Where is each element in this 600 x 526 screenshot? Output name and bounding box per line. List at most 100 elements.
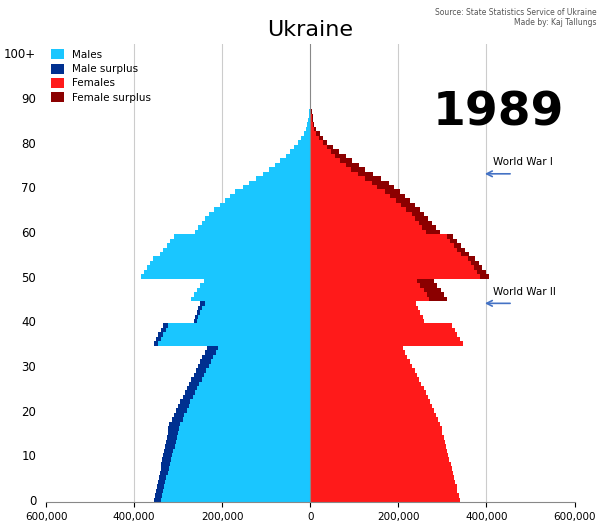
Bar xyxy=(310,114,311,118)
Bar xyxy=(310,252,461,257)
Bar xyxy=(454,243,461,248)
Title: Ukraine: Ukraine xyxy=(267,20,353,40)
Bar xyxy=(310,332,457,337)
Bar xyxy=(335,154,346,158)
Bar xyxy=(310,171,358,176)
Bar xyxy=(158,480,166,484)
Bar xyxy=(161,337,310,341)
Bar xyxy=(424,288,440,292)
Bar xyxy=(160,471,167,476)
Bar xyxy=(467,257,475,261)
Bar xyxy=(310,399,430,404)
Bar xyxy=(310,462,451,467)
Bar xyxy=(161,467,169,471)
Bar xyxy=(215,350,310,355)
Bar xyxy=(164,449,173,453)
Bar xyxy=(310,167,351,171)
Bar xyxy=(209,363,310,368)
Bar xyxy=(172,453,310,458)
Bar xyxy=(310,279,417,283)
Bar xyxy=(200,310,310,315)
Bar xyxy=(170,462,310,467)
Bar xyxy=(310,176,365,180)
Bar xyxy=(372,180,389,185)
Bar xyxy=(396,198,410,203)
Bar xyxy=(310,257,467,261)
Bar xyxy=(214,355,310,359)
Bar xyxy=(141,275,310,279)
Bar xyxy=(310,140,323,145)
Bar xyxy=(166,328,310,332)
Bar xyxy=(275,163,310,167)
Bar xyxy=(161,498,310,502)
Bar xyxy=(451,239,457,243)
Text: Source: State Statistics Service of Ukraine
Made by: Kaj Tallungs: Source: State Statistics Service of Ukra… xyxy=(436,8,597,27)
Bar xyxy=(182,395,193,399)
Bar xyxy=(310,203,401,207)
Bar xyxy=(167,243,310,248)
Bar xyxy=(202,377,310,381)
Bar xyxy=(162,493,310,498)
Bar xyxy=(326,145,333,149)
Bar xyxy=(163,489,310,493)
Bar xyxy=(195,230,310,234)
Bar xyxy=(181,422,310,426)
Bar xyxy=(331,149,339,154)
Bar xyxy=(310,346,403,350)
Bar xyxy=(310,350,405,355)
Bar xyxy=(401,203,415,207)
Bar xyxy=(235,189,310,194)
Bar xyxy=(163,332,310,337)
Bar xyxy=(310,145,326,149)
Bar xyxy=(319,136,323,140)
Bar xyxy=(173,449,310,453)
Bar xyxy=(310,292,427,297)
Bar xyxy=(310,212,412,216)
Bar xyxy=(310,381,421,386)
Bar xyxy=(310,408,434,413)
Bar xyxy=(308,118,310,123)
Bar xyxy=(269,167,310,171)
Bar xyxy=(310,440,445,444)
Bar xyxy=(155,493,162,498)
Bar xyxy=(426,230,440,234)
Bar xyxy=(196,368,206,372)
Bar xyxy=(310,136,319,140)
Bar xyxy=(160,252,310,257)
Bar xyxy=(190,399,310,404)
Bar xyxy=(309,114,310,118)
Bar xyxy=(169,422,181,426)
Bar xyxy=(421,283,437,288)
Bar xyxy=(154,498,161,502)
Bar xyxy=(365,176,381,180)
Text: World War I: World War I xyxy=(493,157,553,167)
Bar xyxy=(177,435,310,440)
Bar xyxy=(189,404,310,408)
Bar xyxy=(197,310,200,315)
Bar xyxy=(200,283,310,288)
Bar xyxy=(230,194,310,198)
Bar xyxy=(290,149,310,154)
Bar xyxy=(169,426,179,431)
Bar xyxy=(195,315,198,319)
Bar xyxy=(178,431,310,435)
Bar xyxy=(477,270,485,275)
Bar xyxy=(310,377,419,381)
Bar xyxy=(310,127,314,132)
Bar xyxy=(351,167,365,171)
Bar xyxy=(147,266,310,270)
Bar xyxy=(174,234,310,239)
Bar xyxy=(175,444,310,449)
Bar xyxy=(263,171,310,176)
Bar xyxy=(310,185,377,189)
Bar xyxy=(199,381,310,386)
Bar xyxy=(163,248,310,252)
Bar xyxy=(310,489,457,493)
Bar xyxy=(150,261,310,266)
Bar xyxy=(310,239,451,243)
Bar xyxy=(310,372,417,377)
Bar xyxy=(172,417,182,422)
Bar xyxy=(310,221,419,225)
Bar xyxy=(195,390,310,395)
Bar xyxy=(310,435,444,440)
